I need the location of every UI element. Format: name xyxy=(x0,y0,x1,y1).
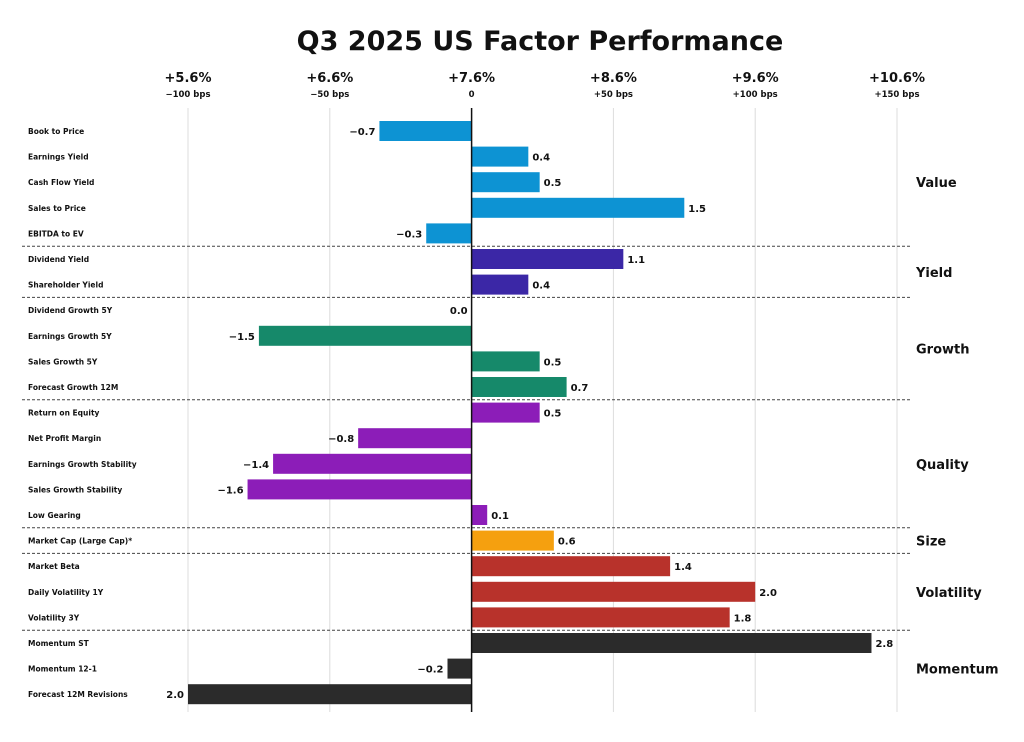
value-label-cash-flow-yield: 0.5 xyxy=(544,178,562,189)
bar-forecast-growth-12m xyxy=(471,377,567,397)
value-label-ebitda-to-ev: −0.3 xyxy=(396,229,422,240)
value-label-earnings-yield: 0.4 xyxy=(532,153,550,164)
bar-shareholder-yield xyxy=(471,274,529,295)
bar-daily-volatility-1y xyxy=(471,581,756,602)
factor-label-dividend-growth-5y: Dividend Growth 5Y xyxy=(28,306,113,315)
factor-label-momentum-st: Momentum ST xyxy=(28,639,90,648)
factor-label-momentum-12-1: Momentum 12-1 xyxy=(28,665,97,674)
value-label-sales-growth-5y: 0.5 xyxy=(544,357,562,368)
value-label-return-on-equity: 0.5 xyxy=(544,409,562,420)
value-label-momentum-st: 2.8 xyxy=(875,639,893,650)
factor-label-market-beta: Market Beta xyxy=(28,562,80,571)
x-tick-label: +7.6% xyxy=(448,71,495,86)
factor-label-dividend-yield: Dividend Yield xyxy=(28,255,89,264)
factor-label-low-gearing: Low Gearing xyxy=(28,511,81,520)
bar-market-beta xyxy=(471,556,671,577)
factor-label-sales-growth-stability: Sales Growth Stability xyxy=(28,485,122,494)
x-axis-ticks: +5.6% −100 bps +6.6% −50 bps +7.6% 0 +8.6% +50 … xyxy=(165,71,925,100)
value-label-forecast-growth-12m: 0.7 xyxy=(571,383,589,394)
x-tick-sublabel: −100 bps xyxy=(165,90,210,100)
value-label-dividend-yield: 1.1 xyxy=(627,255,645,266)
x-tick-sublabel: +150 bps xyxy=(874,90,919,100)
value-label-daily-volatility-1y: 2.0 xyxy=(759,588,777,599)
value-label-shareholder-yield: 0.4 xyxy=(532,281,550,292)
group-label-value: Value xyxy=(916,176,957,191)
bar-ebitda-to-ev xyxy=(426,223,472,244)
factor-label-net-profit-margin: Net Profit Margin xyxy=(28,434,101,443)
bar-forecast-12m-revisions xyxy=(188,684,472,705)
factor-label-return-on-equity: Return on Equity xyxy=(28,409,100,418)
group-label-volatility: Volatility xyxy=(916,586,982,601)
group-separators xyxy=(22,245,910,631)
bar-sales-growth-5y xyxy=(471,351,540,372)
value-label-sales-to-price: 1.5 xyxy=(688,204,706,215)
bar-low-gearing xyxy=(471,505,488,525)
value-label-momentum-12-1: −0.2 xyxy=(417,665,443,676)
bar-net-profit-margin xyxy=(358,428,472,449)
factor-labels: Book to Price Earnings Yield Cash Flow Yie… xyxy=(28,127,137,699)
factor-label-sales-to-price: Sales to Price xyxy=(28,204,86,213)
value-labels: −0.7 0.4 0.5 1.5 −0.3 1.1 0.4 0.0 −1.5 0.5 0.7 0.5 −… xyxy=(166,127,893,701)
group-label-size: Size xyxy=(916,535,946,550)
value-label-earnings-growth-5y: −1.5 xyxy=(229,332,255,343)
x-tick-label: +10.6% xyxy=(869,71,925,86)
value-label-sales-growth-stability: −1.6 xyxy=(217,485,243,496)
factor-label-cash-flow-yield: Cash Flow Yield xyxy=(28,178,94,187)
factor-label-earnings-growth-5y: Earnings Growth 5Y xyxy=(28,332,112,341)
value-label-net-profit-margin: −0.8 xyxy=(328,434,354,445)
factor-label-earnings-yield: Earnings Yield xyxy=(28,153,89,162)
value-label-low-gearing: 0.1 xyxy=(491,511,509,522)
value-label-earnings-growth-stability: −1.4 xyxy=(243,460,269,471)
x-tick-sublabel: −50 bps xyxy=(310,90,349,100)
bar-sales-to-price xyxy=(471,197,685,218)
bar-cash-flow-yield xyxy=(471,172,540,193)
x-tick-sublabel: +100 bps xyxy=(733,90,778,100)
bar-earnings-growth-stability xyxy=(273,453,472,474)
factor-label-daily-volatility-1y: Daily Volatility 1Y xyxy=(28,588,104,597)
bar-dividend-yield xyxy=(471,249,624,269)
factor-label-ebitda-to-ev: EBITDA to EV xyxy=(28,229,84,238)
group-label-growth: Growth xyxy=(916,343,970,358)
bar-return-on-equity xyxy=(471,402,540,423)
group-label-quality: Quality xyxy=(916,458,969,473)
value-label-book-to-price: −0.7 xyxy=(349,127,375,138)
value-label-market-beta: 1.4 xyxy=(674,562,692,573)
value-label-dividend-growth-5y: 0.0 xyxy=(450,306,468,317)
factor-label-forecast-12m-revisions: Forecast 12M Revisions xyxy=(28,690,128,699)
factor-label-earnings-growth-stability: Earnings Growth Stability xyxy=(28,460,137,469)
bar-sales-growth-stability xyxy=(247,479,472,500)
chart-title: Q3 2025 US Factor Performance xyxy=(297,26,784,57)
x-tick-label: +9.6% xyxy=(732,71,779,86)
bar-momentum-12-1 xyxy=(447,658,472,679)
bar-book-to-price xyxy=(379,121,472,141)
factor-label-sales-growth-5y: Sales Growth 5Y xyxy=(28,357,98,366)
group-label-momentum: Momentum xyxy=(916,663,999,678)
factor-label-volatility-3y: Volatility 3Y xyxy=(28,613,80,622)
x-tick-sublabel: +50 bps xyxy=(594,90,633,100)
factor-label-shareholder-yield: Shareholder Yield xyxy=(28,281,103,290)
value-label-market-cap-large-cap: 0.6 xyxy=(558,537,576,548)
group-labels: Value Yield Growth Quality Size Volatility Mom… xyxy=(915,176,999,677)
bar-market-cap-large-cap xyxy=(471,530,554,551)
bars-layer xyxy=(188,121,872,705)
bar-momentum-st xyxy=(471,633,872,653)
factor-label-forecast-growth-12m: Forecast Growth 12M xyxy=(28,383,118,392)
bar-volatility-3y xyxy=(471,607,730,628)
group-label-yield: Yield xyxy=(915,266,952,281)
value-label-forecast-12m-revisions: 2.0 xyxy=(166,690,184,701)
factor-label-book-to-price: Book to Price xyxy=(28,127,84,136)
factor-label-market-cap-large-cap: Market Cap (Large Cap)* xyxy=(28,537,132,546)
x-tick-label: +6.6% xyxy=(306,71,353,86)
value-label-volatility-3y: 1.8 xyxy=(734,613,752,624)
bar-earnings-growth-5y xyxy=(258,325,472,346)
x-tick-label: +5.6% xyxy=(165,71,212,86)
x-tick-label: +8.6% xyxy=(590,71,637,86)
bar-earnings-yield xyxy=(471,146,529,167)
x-tick-sublabel: 0 xyxy=(469,90,475,100)
